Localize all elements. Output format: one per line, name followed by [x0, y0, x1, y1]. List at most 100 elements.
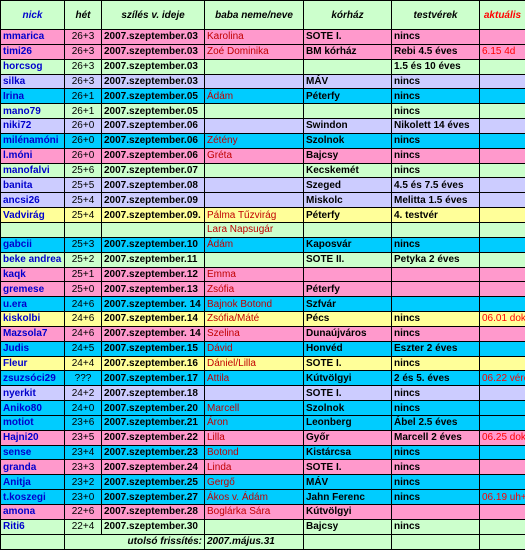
nick-cell: Aniko80	[1, 401, 65, 416]
current-note-cell	[480, 445, 525, 460]
hospital-cell	[304, 222, 392, 237]
nick-cell: milénamóni	[1, 133, 65, 148]
hospital-cell: Péterfy	[304, 89, 392, 104]
siblings-cell: nincs	[392, 519, 480, 534]
date-cell: 2007.szeptember.03	[102, 59, 205, 74]
current-note-cell	[480, 74, 525, 89]
nick-cell: granda	[1, 460, 65, 475]
hospital-cell: Péterfy	[304, 282, 392, 297]
date-cell: 2007.szeptember.09.	[102, 208, 205, 223]
het-cell: 22+6	[65, 505, 102, 520]
nick-cell: kaqk	[1, 267, 65, 282]
hospital-cell: MÁV	[304, 475, 392, 490]
siblings-cell	[392, 297, 480, 312]
current-note-cell	[480, 30, 525, 45]
current-note-cell	[480, 133, 525, 148]
nick-cell: sense	[1, 445, 65, 460]
baby-name-cell: Linda	[205, 460, 304, 475]
current-note-cell	[480, 119, 525, 134]
hospital-cell: Bajcsy	[304, 519, 392, 534]
hospital-cell: Győr	[304, 430, 392, 445]
baby-name-cell	[205, 178, 304, 193]
het-cell: 23+4	[65, 445, 102, 460]
het-cell: ???	[65, 371, 102, 386]
current-note-cell	[480, 163, 525, 178]
siblings-cell	[392, 222, 480, 237]
date-cell: 2007.szeptember.27	[102, 490, 205, 505]
date-cell: 2007.szeptember.12	[102, 267, 205, 282]
baby-name-cell	[205, 74, 304, 89]
baby-name-cell: Zsófia/Máté	[205, 312, 304, 327]
current-note-cell: 06.22 vércukor	[480, 371, 525, 386]
date-cell: 2007.szeptember.21	[102, 415, 205, 430]
hospital-cell: Szfvár	[304, 297, 392, 312]
nick-cell: Fleur	[1, 356, 65, 371]
het-cell: 24+2	[65, 386, 102, 401]
header-testverek: testvérek	[392, 1, 480, 30]
siblings-cell: nincs	[392, 490, 480, 505]
date-cell: 2007.szeptember.03	[102, 74, 205, 89]
siblings-cell: nincs	[392, 237, 480, 252]
het-cell: 22+4	[65, 519, 102, 534]
het-cell: 23+3	[65, 460, 102, 475]
hospital-cell: Kistárcsa	[304, 445, 392, 460]
current-note-cell	[480, 326, 525, 341]
hospital-cell: Szolnok	[304, 133, 392, 148]
siblings-cell: nincs	[392, 401, 480, 416]
hospital-cell: SOTE I.	[304, 386, 392, 401]
nick-cell: mano79	[1, 104, 65, 119]
nick-cell: niki72	[1, 119, 65, 134]
het-cell: 26+3	[65, 59, 102, 74]
date-cell: 2007.szeptember.03	[102, 44, 205, 59]
het-cell: 26+3	[65, 44, 102, 59]
nick-cell: Judis	[1, 341, 65, 356]
het-cell: 25+1	[65, 267, 102, 282]
baby-name-cell: Gréta	[205, 148, 304, 163]
hospital-cell: Szolnok	[304, 401, 392, 416]
nick-cell: u.era	[1, 297, 65, 312]
baby-name-cell: Zsófia	[205, 282, 304, 297]
baby-name-cell	[205, 59, 304, 74]
hospital-cell: Dunaújváros	[304, 326, 392, 341]
baby-name-cell	[205, 119, 304, 134]
het-cell: 26+1	[65, 89, 102, 104]
nick-cell: Mazsola7	[1, 326, 65, 341]
siblings-cell: nincs	[392, 475, 480, 490]
date-cell: 2007.szeptember.28	[102, 505, 205, 520]
current-note-cell	[480, 297, 525, 312]
baby-name-cell	[205, 193, 304, 208]
footer-spacer	[480, 534, 525, 549]
hospital-cell: Jahn Ferenc	[304, 490, 392, 505]
siblings-cell: Petyka 2 éves	[392, 252, 480, 267]
het-cell: 24+6	[65, 326, 102, 341]
siblings-cell: nincs	[392, 104, 480, 119]
baby-name-cell: Emma	[205, 267, 304, 282]
baby-name-cell: Ádám	[205, 89, 304, 104]
baby-name-cell	[205, 252, 304, 267]
hospital-cell: MÁV	[304, 74, 392, 89]
nick-cell: Riti6	[1, 519, 65, 534]
nick-cell: Anitja	[1, 475, 65, 490]
baby-name-cell	[205, 386, 304, 401]
footer-spacer	[392, 534, 480, 549]
het-cell: 25+3	[65, 237, 102, 252]
het-cell: 25+0	[65, 282, 102, 297]
date-cell: 2007.szeptember.03	[102, 30, 205, 45]
siblings-cell: nincs	[392, 386, 480, 401]
baby-name-cell: Dániel/Lilla	[205, 356, 304, 371]
last-updated-value: 2007.május.31	[205, 534, 304, 549]
